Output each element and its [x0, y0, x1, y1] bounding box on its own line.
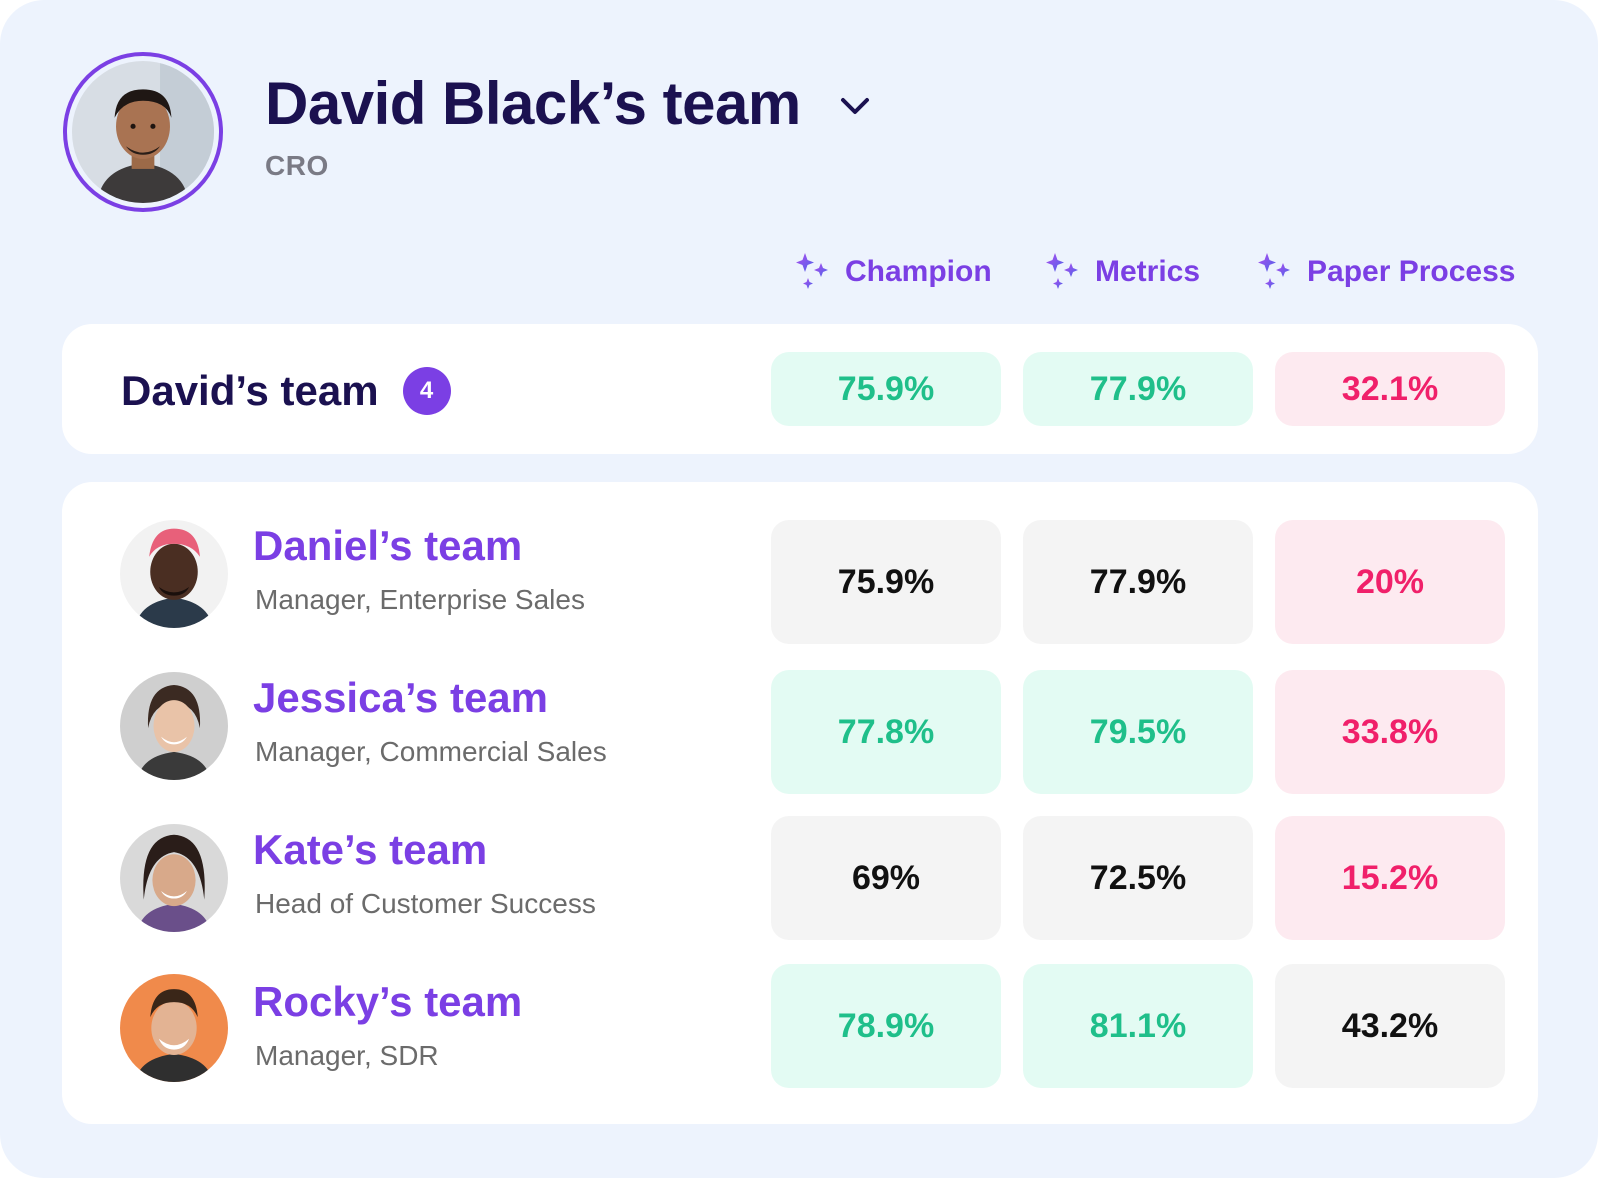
metrics-cell: 81.1%	[1023, 964, 1253, 1088]
avatar	[120, 824, 228, 932]
sparkles-icon	[1258, 253, 1290, 289]
metrics-cell: 77.9%	[1023, 520, 1253, 644]
member-role: Manager, Commercial Sales	[255, 736, 607, 767]
paper-process-cell: 43.2%	[1275, 964, 1505, 1088]
member-role: Head of Customer Success	[255, 888, 596, 919]
sparkles-icon	[1046, 253, 1078, 289]
champion-cell: 77.8%	[771, 670, 1001, 794]
metrics-cell: 79.5%	[1023, 670, 1253, 794]
champion-cell: 78.9%	[771, 964, 1001, 1088]
paper-process-cell: 15.2%	[1275, 816, 1505, 940]
summary-team-label: David’s team	[121, 367, 379, 414]
member-team-link[interactable]: Jessica’s team	[253, 674, 549, 721]
sparkles-icon	[796, 253, 828, 289]
avatar	[120, 672, 228, 780]
team-title-group: David Black’s team	[265, 68, 801, 140]
chevron-down-icon[interactable]	[838, 95, 872, 119]
summary-champion-cell: 75.9%	[771, 352, 1001, 426]
champion-cell: 69%	[771, 816, 1001, 940]
member-role: Manager, SDR	[255, 1040, 439, 1071]
column-header-paper-process[interactable]: Paper Process	[1255, 250, 1515, 294]
manager-role: CRO	[265, 150, 329, 181]
column-header-metrics[interactable]: Metrics	[1043, 250, 1200, 294]
summary-metrics-cell: 77.9%	[1023, 352, 1253, 426]
metrics-cell: 72.5%	[1023, 816, 1253, 940]
paper-process-cell: 20%	[1275, 520, 1505, 644]
column-label: Paper Process	[1307, 255, 1516, 288]
member-count-badge: 4	[402, 367, 451, 415]
member-role: Manager, Enterprise Sales	[255, 584, 585, 615]
champion-cell: 75.9%	[771, 520, 1001, 644]
member-team-link[interactable]: Kate’s team	[253, 826, 488, 873]
summary-paper-process-cell: 32.1%	[1275, 352, 1505, 426]
member-team-link[interactable]: Daniel’s team	[253, 522, 523, 569]
column-label: Champion	[845, 255, 992, 288]
page-title: David Black’s team	[265, 70, 801, 137]
manager-avatar	[63, 52, 223, 212]
summary-team-name: David’s team 4	[121, 367, 451, 415]
avatar	[120, 520, 228, 628]
column-header-champion[interactable]: Champion	[793, 250, 992, 294]
column-label: Metrics	[1095, 255, 1201, 288]
paper-process-cell: 33.8%	[1275, 670, 1505, 794]
member-team-link[interactable]: Rocky’s team	[253, 978, 523, 1025]
avatar	[120, 974, 228, 1082]
